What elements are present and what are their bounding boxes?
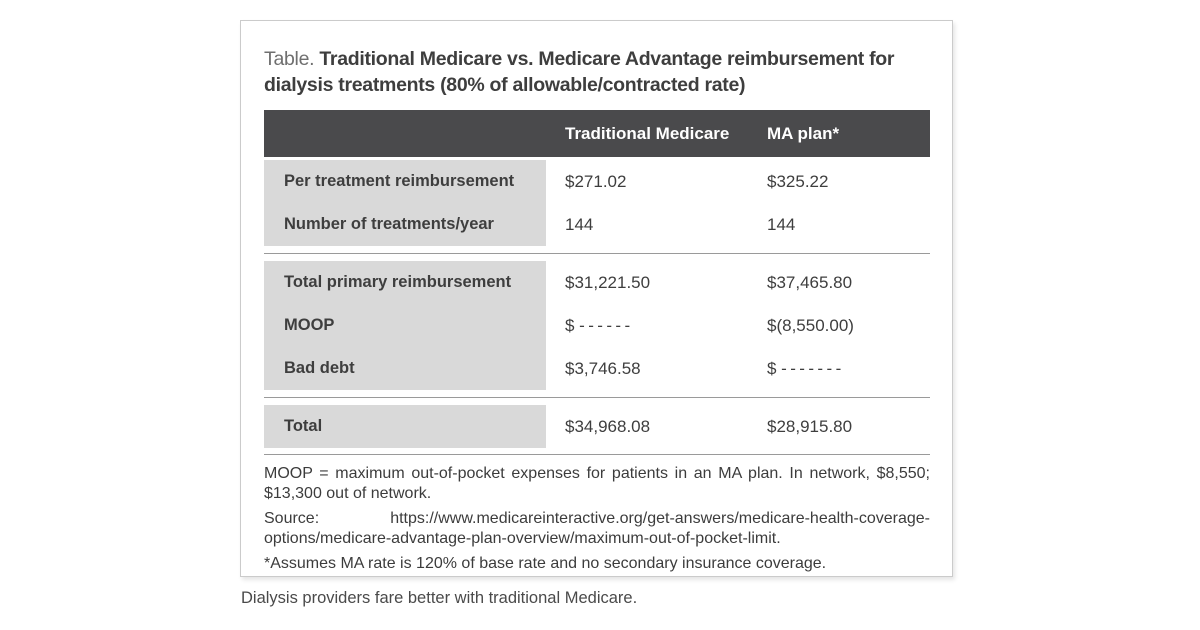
header-cell-traditional-medicare: Traditional Medicare bbox=[565, 123, 730, 143]
table-title-prefix: Table. bbox=[264, 48, 315, 70]
footnote-moop-definition: MOOP = maximum out-of-pocket expenses fo… bbox=[264, 465, 930, 503]
traditional-medicare-value: $271.02 bbox=[565, 171, 627, 191]
row-divider bbox=[264, 390, 930, 405]
table-title-text: Traditional Medicare vs. Medicare Advant… bbox=[264, 48, 895, 97]
ma-plan-value: $(8,550.00) bbox=[767, 315, 854, 335]
row-label: MOOP bbox=[264, 304, 546, 348]
ma-plan-value: $325.22 bbox=[767, 171, 829, 191]
table-figure-card: Table. Traditional Medicare vs. Medicare… bbox=[240, 20, 953, 577]
figure-caption: Dialysis providers fare better with trad… bbox=[241, 589, 638, 607]
row-label: Number of treatments/year bbox=[264, 203, 546, 247]
table-row: Number of treatments/year 144 144 bbox=[264, 203, 930, 247]
header-cell-ma-plan: MA plan* bbox=[767, 123, 840, 143]
table-row: MOOP $ - - - - - - $(8,550.00) bbox=[264, 304, 930, 348]
ma-plan-value: 144 bbox=[767, 214, 796, 234]
table-header-row: Traditional Medicare MA plan* bbox=[264, 110, 930, 158]
table-bottom-rule bbox=[264, 454, 930, 456]
reimbursement-table: Traditional Medicare MA plan* Per treatm… bbox=[264, 110, 930, 456]
traditional-medicare-value: $3,746.58 bbox=[565, 358, 641, 378]
traditional-medicare-value: $ - - - - - - bbox=[565, 315, 631, 335]
traditional-medicare-value: $31,221.50 bbox=[565, 272, 651, 292]
traditional-medicare-value: 144 bbox=[565, 214, 594, 234]
table-row-total: Total $34,968.08 $28,915.80 bbox=[264, 405, 930, 449]
table-row: Per treatment reimbursement $271.02 $325… bbox=[264, 160, 930, 204]
footnotes: MOOP = maximum out-of-pocket expenses fo… bbox=[264, 464, 930, 573]
footnote-assumption: *Assumes MA rate is 120% of base rate an… bbox=[264, 554, 827, 572]
row-label: Per treatment reimbursement bbox=[264, 160, 546, 204]
row-divider bbox=[264, 246, 930, 261]
table-title: Table. Traditional Medicare vs. Medicare… bbox=[264, 46, 930, 98]
row-label: Bad debt bbox=[264, 347, 546, 391]
footnote-source: Source: https://www.medicareinteractive.… bbox=[264, 509, 930, 547]
traditional-medicare-value: $34,968.08 bbox=[565, 416, 651, 436]
ma-plan-value: $37,465.80 bbox=[767, 272, 853, 292]
table-row: Total primary reimbursement $31,221.50 $… bbox=[264, 261, 930, 305]
ma-plan-value: $ - - - - - - - bbox=[767, 358, 842, 378]
row-label: Total primary reimbursement bbox=[264, 261, 546, 305]
ma-plan-value: $28,915.80 bbox=[767, 416, 853, 436]
row-label: Total bbox=[264, 405, 546, 449]
table-row: Bad debt $3,746.58 $ - - - - - - - bbox=[264, 347, 930, 391]
